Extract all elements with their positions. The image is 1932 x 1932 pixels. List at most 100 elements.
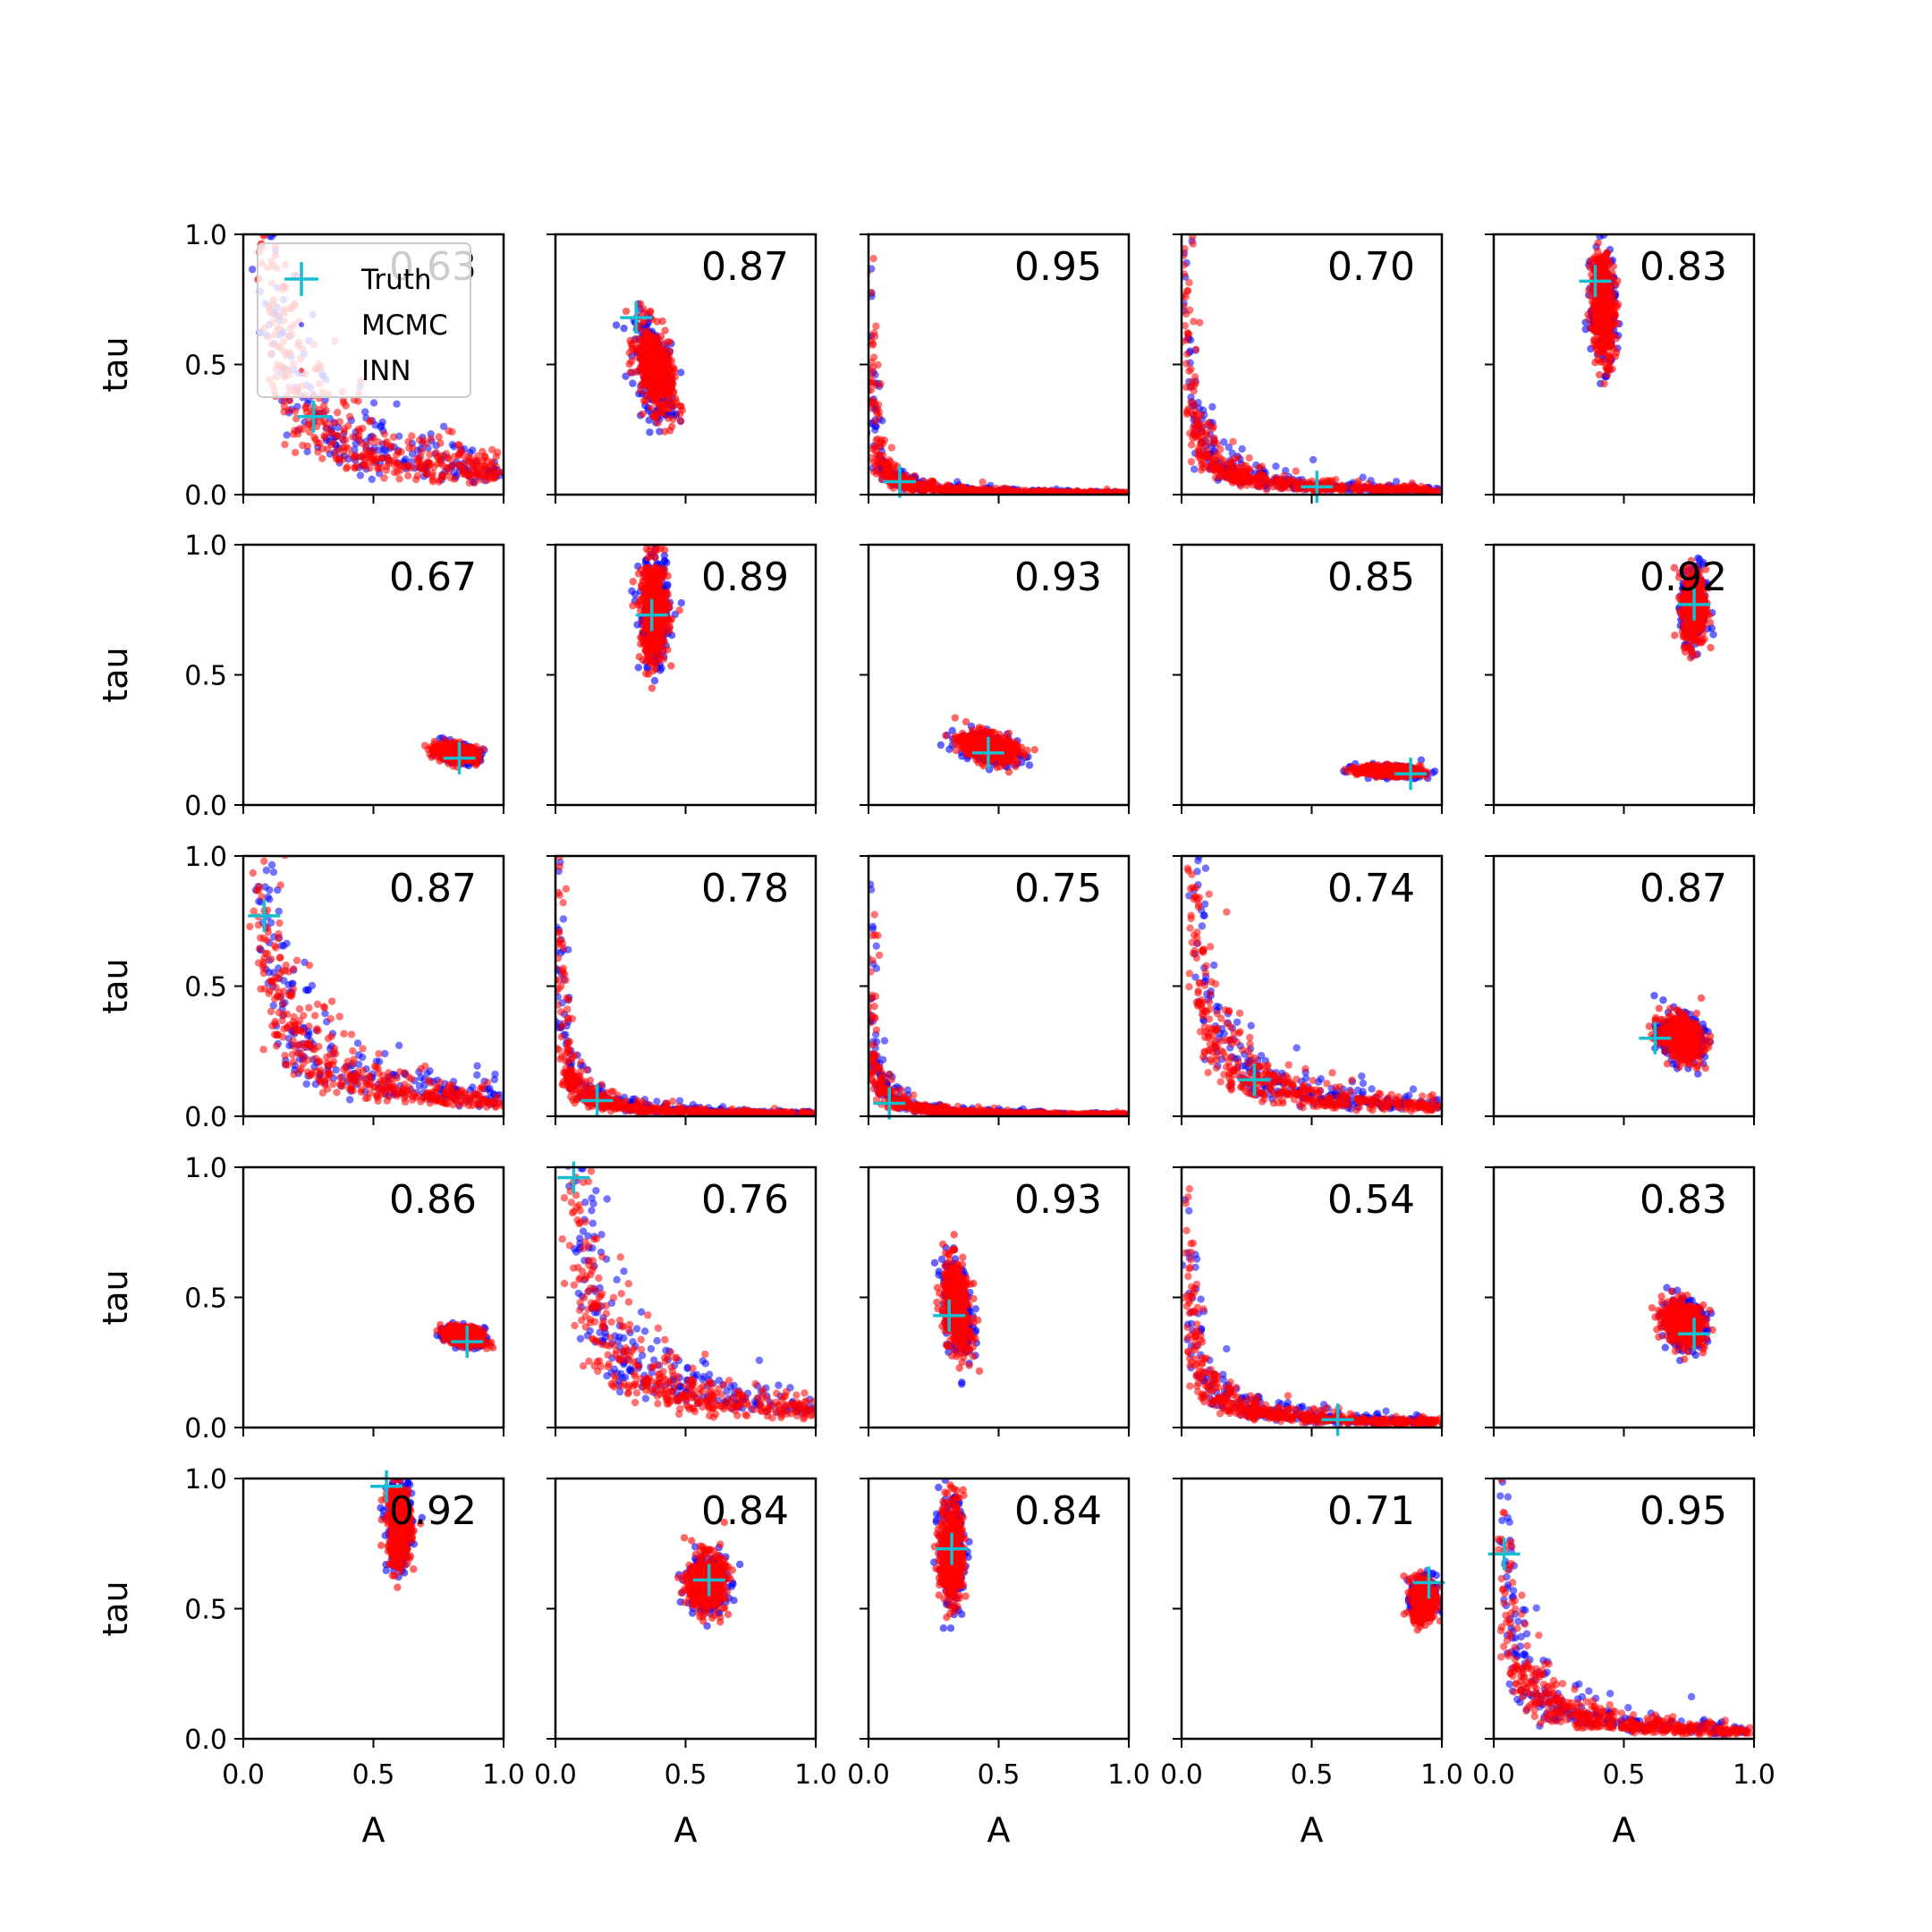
inn-point	[1185, 278, 1193, 287]
inn-point	[1585, 286, 1593, 294]
inn-point	[246, 217, 253, 225]
inn-point	[657, 545, 665, 553]
inn-point	[647, 577, 655, 586]
y-tick-label: 1.0	[184, 530, 227, 562]
inn-point	[1282, 481, 1290, 489]
inn-point	[246, 217, 253, 225]
inn-point	[322, 407, 330, 415]
mcmc-point	[254, 217, 261, 225]
mcmc-point	[246, 217, 253, 225]
inn-point	[439, 462, 448, 470]
inn-point	[384, 455, 393, 463]
inn-point	[664, 414, 673, 422]
inn-point	[638, 360, 646, 369]
mcmc-point	[272, 217, 279, 225]
inn-point	[1182, 217, 1189, 225]
inn-point	[323, 420, 331, 428]
mcmc-point	[257, 217, 264, 225]
inn-point	[1592, 342, 1601, 350]
mcmc-point	[248, 265, 257, 274]
inn-point	[872, 381, 880, 390]
inn-point	[317, 418, 326, 426]
inn-point	[359, 424, 367, 433]
inn-point	[261, 217, 268, 225]
inn-point	[1049, 487, 1057, 495]
inn-point	[1378, 487, 1387, 495]
inn-point	[360, 454, 369, 463]
inn-point	[240, 217, 247, 225]
y-tick-label: 0.5	[184, 351, 227, 382]
inn-point	[1606, 294, 1615, 303]
inn-point	[979, 478, 987, 487]
inn-point	[650, 382, 658, 390]
inn-point	[1190, 318, 1198, 326]
inn-point	[426, 450, 434, 459]
inn-point	[250, 217, 257, 225]
mcmc-point	[408, 450, 417, 458]
mcmc-point	[242, 217, 249, 225]
inn-point	[628, 340, 637, 349]
inn-point	[637, 581, 646, 589]
inn-point	[1591, 359, 1599, 367]
inn-point	[665, 623, 674, 631]
inn-point	[887, 444, 896, 452]
inn-point	[1210, 436, 1219, 445]
inn-point	[446, 474, 455, 482]
mcmc-point	[244, 217, 251, 225]
inn-point	[250, 217, 257, 225]
inn-point	[1187, 398, 1195, 406]
inn-point	[248, 217, 255, 225]
inn-point	[1600, 265, 1609, 273]
inn-point	[984, 487, 993, 495]
mcmc-point	[439, 422, 448, 430]
inn-point	[1180, 217, 1187, 225]
inn-point	[444, 742, 452, 751]
inn-point	[351, 464, 360, 472]
mcmc-point	[242, 217, 250, 225]
inn-point	[415, 436, 424, 445]
inn-point	[1195, 446, 1203, 455]
inn-point	[1604, 286, 1612, 294]
inn-point	[641, 397, 650, 405]
mcmc-point	[1220, 438, 1228, 446]
inn-point	[333, 446, 342, 454]
inn-point	[252, 217, 259, 225]
inn-point	[642, 391, 651, 399]
inn-point	[248, 217, 255, 225]
inn-point	[291, 427, 299, 435]
inn-point	[1192, 422, 1200, 430]
inn-point	[252, 217, 259, 225]
inn-point	[1403, 483, 1411, 492]
truth-marker	[883, 465, 916, 498]
inn-point	[247, 217, 254, 225]
scatter-panel: 0.93	[860, 543, 1131, 814]
inn-point	[435, 478, 444, 486]
scatter-panel: 0.83	[1485, 233, 1756, 504]
mcmc-point	[245, 217, 252, 225]
mcmc-point	[1183, 217, 1191, 225]
mcmc-point	[260, 217, 267, 225]
inn-point	[1182, 302, 1188, 310]
inn-point	[886, 467, 894, 475]
mcmc-point	[1238, 445, 1246, 453]
mcmc-point	[393, 400, 401, 408]
inn-point	[451, 738, 459, 746]
inn-point	[633, 347, 642, 356]
mcmc-point	[1182, 217, 1189, 225]
mcmc-point	[242, 217, 250, 225]
mcmc-point	[1224, 443, 1233, 452]
inn-point	[377, 463, 385, 472]
inn-point	[625, 360, 633, 369]
inn-point	[401, 462, 409, 471]
inn-point	[665, 364, 674, 373]
inn-point	[369, 434, 377, 442]
inn-point	[315, 405, 324, 414]
inn-point	[639, 410, 647, 419]
mcmc-point	[648, 530, 656, 538]
inn-point	[445, 468, 453, 476]
inn-point	[1262, 475, 1270, 483]
inn-point	[404, 437, 412, 446]
inn-point	[335, 418, 343, 426]
mcmc-point	[303, 447, 311, 456]
